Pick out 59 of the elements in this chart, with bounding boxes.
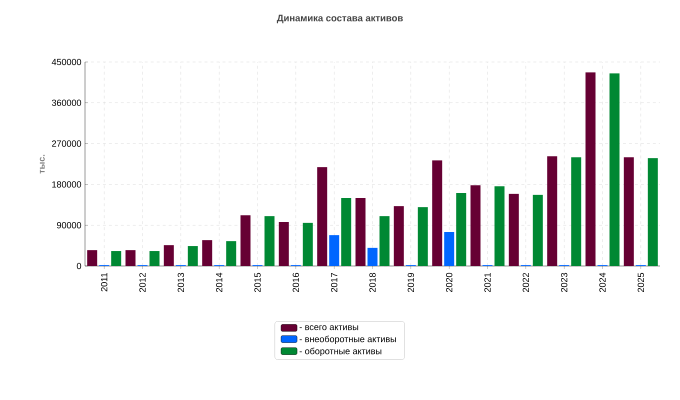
bar (444, 232, 454, 266)
bar (150, 251, 160, 266)
bar (456, 193, 466, 266)
bar (188, 246, 198, 266)
bar (264, 216, 275, 266)
x-tick-label: 2011 (100, 272, 108, 292)
bar (368, 248, 378, 266)
bar (586, 72, 596, 266)
bar (329, 235, 340, 266)
x-tick-label: 2020 (446, 272, 452, 292)
bar (508, 194, 519, 266)
bar (126, 250, 136, 266)
bar (648, 158, 658, 266)
x-tick-label: 2016 (292, 272, 300, 292)
y-tick-label: 90000 (56, 222, 82, 228)
bar (278, 222, 289, 266)
bar (111, 251, 122, 266)
bar (317, 167, 328, 266)
bar (302, 222, 313, 266)
bar (470, 185, 481, 266)
bar (547, 156, 558, 266)
bar (610, 73, 620, 266)
bar (624, 157, 634, 266)
bar (240, 215, 251, 266)
legend-label: - оборотные активы (300, 348, 382, 356)
y-tick-label: 270000 (52, 140, 82, 147)
bar (202, 240, 212, 266)
x-tick-label: 2025 (638, 272, 644, 292)
legend-label: - внеоборотные активы (300, 336, 396, 344)
bar (164, 245, 174, 266)
chart-title: Динамика состава активов (276, 14, 403, 24)
x-tick-label: 2018 (369, 272, 376, 292)
x-tick-label: 2017 (330, 272, 338, 292)
x-tick-label: 2022 (522, 272, 530, 292)
legend-label: - всего активы (300, 325, 358, 330)
bar (394, 206, 404, 266)
y-tick-label: 360000 (52, 100, 82, 106)
x-tick-label: 2019 (408, 272, 414, 292)
x-tick-label: 2024 (599, 272, 606, 292)
bar (418, 207, 428, 266)
bar (532, 194, 543, 266)
y-tick-label: 0 (76, 262, 82, 270)
bar (380, 216, 390, 266)
x-tick-label: 2015 (254, 272, 261, 292)
y-tick-label: 180000 (52, 181, 82, 188)
y-tick-label: 450000 (52, 58, 82, 66)
x-tick-label: 2014 (216, 272, 222, 292)
bar (226, 241, 236, 266)
x-tick-label: 2012 (139, 272, 146, 292)
y-axis-title: тыс. (40, 154, 45, 174)
bar (432, 160, 442, 266)
x-tick-label: 2021 (484, 272, 491, 292)
bar (571, 157, 582, 266)
bar (341, 198, 352, 266)
x-tick-label: 2013 (178, 272, 184, 292)
x-tick-label: 2023 (560, 272, 568, 292)
bar (356, 198, 366, 266)
bar (87, 250, 98, 266)
bar (494, 186, 505, 266)
